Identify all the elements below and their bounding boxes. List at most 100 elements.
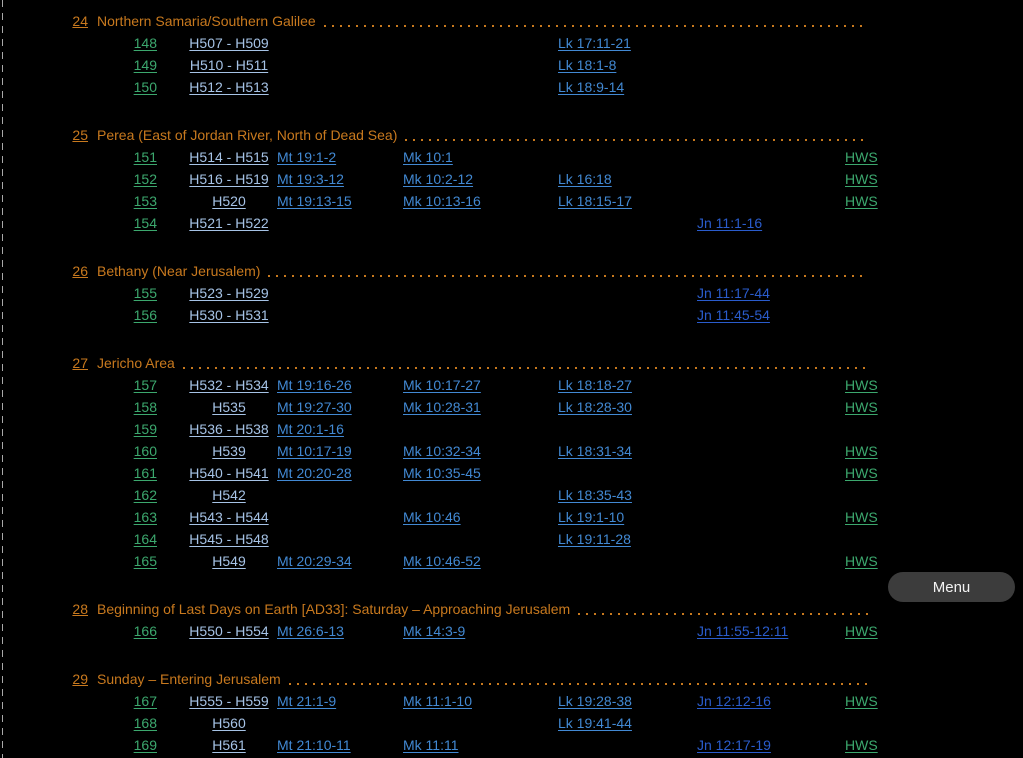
row-number-link[interactable]: 162 bbox=[133, 487, 157, 503]
harmony-range-link[interactable]: H549 bbox=[212, 553, 246, 569]
luke-ref-link[interactable]: Lk 18:15-17 bbox=[558, 193, 632, 209]
row-number-link[interactable]: 158 bbox=[133, 399, 157, 415]
hws-link[interactable]: HWS bbox=[845, 737, 878, 753]
harmony-range-link[interactable]: H532 - H534 bbox=[189, 377, 269, 393]
matthew-ref-link[interactable]: Mt 21:1-9 bbox=[277, 693, 337, 709]
hws-link[interactable]: HWS bbox=[845, 509, 878, 525]
row-number-link[interactable]: 151 bbox=[133, 149, 157, 165]
row-number-link[interactable]: 163 bbox=[133, 509, 157, 525]
section-number-link[interactable]: 29 bbox=[72, 671, 88, 687]
john-ref-link[interactable]: Jn 11:1-16 bbox=[697, 215, 763, 231]
harmony-range-link[interactable]: H539 bbox=[212, 443, 246, 459]
luke-ref-link[interactable]: Lk 18:35-43 bbox=[558, 487, 632, 503]
row-number-link[interactable]: 157 bbox=[133, 377, 157, 393]
luke-ref-link[interactable]: Lk 18:28-30 bbox=[558, 399, 632, 415]
harmony-range-link[interactable]: H560 bbox=[212, 715, 246, 731]
mark-ref-link[interactable]: Mk 10:46 bbox=[403, 509, 461, 525]
section-number-link[interactable]: 28 bbox=[72, 601, 88, 617]
mark-ref-link[interactable]: Mk 10:28-31 bbox=[403, 399, 481, 415]
harmony-range-link[interactable]: H512 - H513 bbox=[189, 79, 269, 95]
harmony-range-link[interactable]: H543 - H544 bbox=[189, 509, 269, 525]
row-number-link[interactable]: 160 bbox=[133, 443, 157, 459]
harmony-range-link[interactable]: H550 - H554 bbox=[189, 623, 269, 639]
john-ref-link[interactable]: Jn 11:55-12:11 bbox=[697, 623, 789, 639]
harmony-range-link[interactable]: H521 - H522 bbox=[189, 215, 269, 231]
section-number-link[interactable]: 25 bbox=[72, 127, 88, 143]
luke-ref-link[interactable]: Lk 19:1-10 bbox=[558, 509, 625, 525]
row-number-link[interactable]: 167 bbox=[133, 693, 157, 709]
luke-ref-link[interactable]: Lk 18:1-8 bbox=[558, 57, 617, 73]
section-number-link[interactable]: 26 bbox=[72, 263, 88, 279]
row-number-link[interactable]: 149 bbox=[133, 57, 157, 73]
mark-ref-link[interactable]: Mk 10:32-34 bbox=[403, 443, 481, 459]
row-number-link[interactable]: 154 bbox=[133, 215, 157, 231]
mark-ref-link[interactable]: Mk 14:3-9 bbox=[403, 623, 466, 639]
matthew-ref-link[interactable]: Mt 19:13-15 bbox=[277, 193, 352, 209]
harmony-range-link[interactable]: H516 - H519 bbox=[189, 171, 269, 187]
john-ref-link[interactable]: Jn 11:45-54 bbox=[697, 307, 770, 323]
row-number-link[interactable]: 166 bbox=[133, 623, 157, 639]
hws-link[interactable]: HWS bbox=[845, 553, 878, 569]
row-number-link[interactable]: 153 bbox=[133, 193, 157, 209]
harmony-range-link[interactable]: H514 - H515 bbox=[189, 149, 269, 165]
row-number-link[interactable]: 156 bbox=[133, 307, 157, 323]
hws-link[interactable]: HWS bbox=[845, 171, 878, 187]
menu-button[interactable]: Menu bbox=[888, 572, 1015, 602]
matthew-ref-link[interactable]: Mt 21:10-11 bbox=[277, 737, 351, 753]
hws-link[interactable]: HWS bbox=[845, 443, 878, 459]
harmony-range-link[interactable]: H536 - H538 bbox=[189, 421, 269, 437]
row-number-link[interactable]: 148 bbox=[133, 35, 157, 51]
harmony-range-link[interactable]: H535 bbox=[212, 399, 246, 415]
mark-ref-link[interactable]: Mk 11:11 bbox=[403, 737, 459, 753]
mark-ref-link[interactable]: Mk 10:13-16 bbox=[403, 193, 481, 209]
harmony-range-link[interactable]: H542 bbox=[212, 487, 246, 503]
luke-ref-link[interactable]: Lk 18:31-34 bbox=[558, 443, 632, 459]
john-ref-link[interactable]: Jn 11:17-44 bbox=[697, 285, 770, 301]
harmony-range-link[interactable]: H507 - H509 bbox=[189, 35, 269, 51]
mark-ref-link[interactable]: Mk 10:2-12 bbox=[403, 171, 474, 187]
section-number-link[interactable]: 27 bbox=[72, 355, 88, 371]
matthew-ref-link[interactable]: Mt 19:1-2 bbox=[277, 149, 337, 165]
matthew-ref-link[interactable]: Mt 19:27-30 bbox=[277, 399, 352, 415]
luke-ref-link[interactable]: Lk 18:9-14 bbox=[558, 79, 625, 95]
matthew-ref-link[interactable]: Mt 26:6-13 bbox=[277, 623, 344, 639]
matthew-ref-link[interactable]: Mt 20:1-16 bbox=[277, 421, 344, 437]
matthew-ref-link[interactable]: Mt 20:29-34 bbox=[277, 553, 352, 569]
luke-ref-link[interactable]: Lk 19:11-28 bbox=[558, 531, 631, 547]
mark-ref-link[interactable]: Mk 11:1-10 bbox=[403, 693, 472, 709]
matthew-ref-link[interactable]: Mt 19:16-26 bbox=[277, 377, 352, 393]
harmony-range-link[interactable]: H523 - H529 bbox=[189, 285, 269, 301]
mark-ref-link[interactable]: Mk 10:35-45 bbox=[403, 465, 481, 481]
hws-link[interactable]: HWS bbox=[845, 399, 878, 415]
mark-ref-link[interactable]: Mk 10:46-52 bbox=[403, 553, 481, 569]
luke-ref-link[interactable]: Lk 17:11-21 bbox=[558, 35, 631, 51]
matthew-ref-link[interactable]: Mt 19:3-12 bbox=[277, 171, 344, 187]
luke-ref-link[interactable]: Lk 19:28-38 bbox=[558, 693, 632, 709]
harmony-range-link[interactable]: H555 - H559 bbox=[189, 693, 269, 709]
mark-ref-link[interactable]: Mk 10:1 bbox=[403, 149, 453, 165]
row-number-link[interactable]: 165 bbox=[133, 553, 157, 569]
harmony-range-link[interactable]: H561 bbox=[212, 737, 246, 753]
john-ref-link[interactable]: Jn 12:12-16 bbox=[697, 693, 771, 709]
hws-link[interactable]: HWS bbox=[845, 149, 878, 165]
hws-link[interactable]: HWS bbox=[845, 693, 878, 709]
luke-ref-link[interactable]: Lk 16:18 bbox=[558, 171, 612, 187]
luke-ref-link[interactable]: Lk 18:18-27 bbox=[558, 377, 632, 393]
hws-link[interactable]: HWS bbox=[845, 193, 878, 209]
row-number-link[interactable]: 155 bbox=[133, 285, 157, 301]
row-number-link[interactable]: 168 bbox=[133, 715, 157, 731]
john-ref-link[interactable]: Jn 12:17-19 bbox=[697, 737, 771, 753]
row-number-link[interactable]: 161 bbox=[133, 465, 157, 481]
harmony-range-link[interactable]: H540 - H541 bbox=[189, 465, 269, 481]
luke-ref-link[interactable]: Lk 19:41-44 bbox=[558, 715, 632, 731]
harmony-range-link[interactable]: H520 bbox=[212, 193, 246, 209]
harmony-range-link[interactable]: H545 - H548 bbox=[189, 531, 269, 547]
section-number-link[interactable]: 24 bbox=[72, 13, 88, 29]
row-number-link[interactable]: 164 bbox=[133, 531, 157, 547]
row-number-link[interactable]: 169 bbox=[133, 737, 157, 753]
harmony-range-link[interactable]: H510 - H511 bbox=[189, 57, 269, 73]
matthew-ref-link[interactable]: Mt 10:17-19 bbox=[277, 443, 352, 459]
hws-link[interactable]: HWS bbox=[845, 623, 878, 639]
hws-link[interactable]: HWS bbox=[845, 465, 878, 481]
matthew-ref-link[interactable]: Mt 20:20-28 bbox=[277, 465, 352, 481]
